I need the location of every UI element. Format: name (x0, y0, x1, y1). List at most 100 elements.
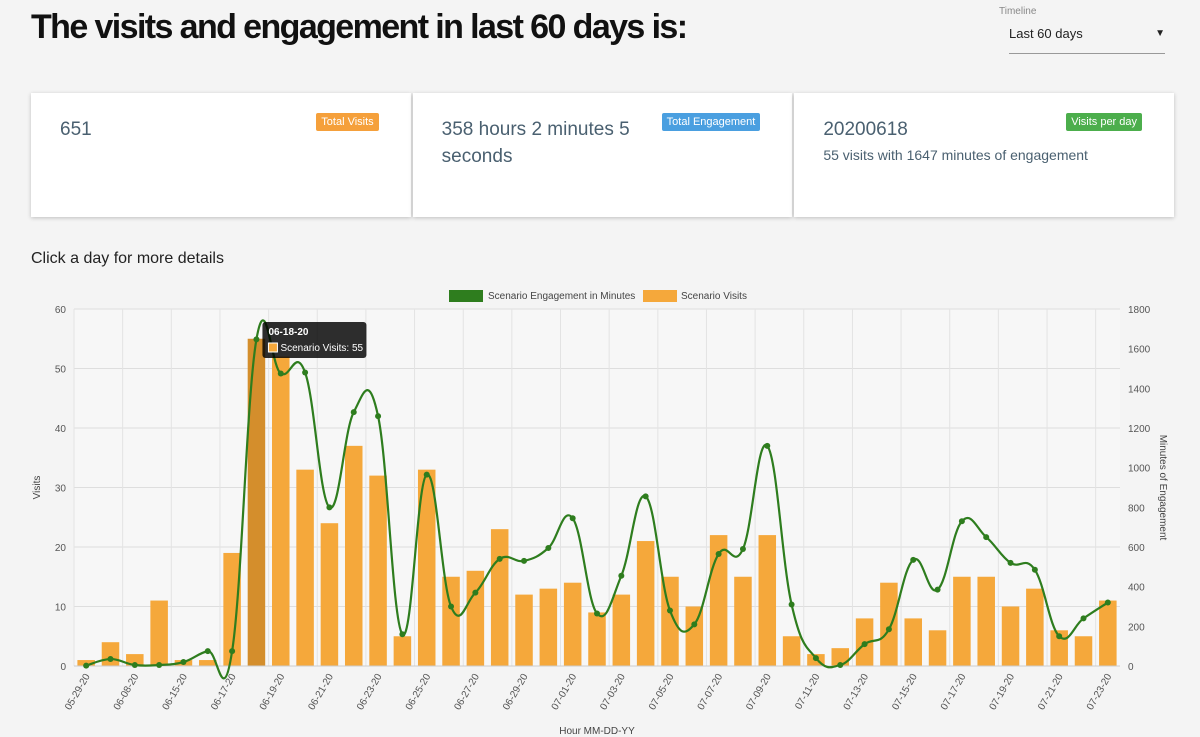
bar-visits[interactable] (758, 535, 777, 666)
y2-tick-label: 1200 (1128, 424, 1151, 435)
bar-visits[interactable] (612, 594, 631, 666)
engagement-point[interactable] (885, 626, 892, 633)
engagement-point[interactable] (302, 369, 309, 376)
engagement-point[interactable] (448, 603, 455, 610)
engagement-point[interactable] (1007, 559, 1014, 566)
bar-visits[interactable] (1026, 588, 1044, 666)
bar-visits[interactable] (685, 606, 704, 667)
bar-visits[interactable] (953, 576, 971, 666)
bar-visits[interactable] (344, 445, 363, 666)
timeline-select[interactable]: Timeline Last 60 days ▼ (999, 6, 1165, 54)
y-tick-label: 60 (55, 305, 67, 316)
bar-visits[interactable] (272, 356, 290, 666)
tooltip-title: 06-18-20 (268, 327, 308, 338)
engagement-point[interactable] (326, 504, 333, 511)
x-tick-label: 07-13-20 (842, 672, 872, 713)
x-tick-label: 07-05-20 (647, 672, 677, 713)
engagement-point[interactable] (1056, 633, 1063, 640)
engagement-point[interactable] (472, 589, 479, 596)
bar-visits[interactable] (636, 541, 655, 666)
engagement-point[interactable] (983, 534, 990, 541)
engagement-point[interactable] (910, 556, 917, 563)
bar-visits[interactable] (1099, 600, 1117, 666)
engagement-point[interactable] (569, 515, 576, 522)
bar-visits[interactable] (1074, 636, 1093, 666)
bar-visits[interactable] (709, 535, 728, 666)
engagement-point[interactable] (594, 610, 600, 617)
engagement-point[interactable] (277, 370, 284, 377)
bar-visits[interactable] (904, 618, 922, 666)
engagement-point[interactable] (739, 545, 746, 552)
engagement-point[interactable] (642, 493, 649, 500)
y2-tick-label: 200 (1128, 622, 1145, 633)
y2-axis-title: Minutes of Engagement (1157, 435, 1168, 541)
engagement-point[interactable] (618, 572, 625, 579)
x-tick-label: 07-07-20 (696, 672, 726, 713)
engagement-point[interactable] (934, 586, 941, 593)
engagement-point[interactable] (764, 442, 771, 449)
bar-visits[interactable] (150, 600, 168, 666)
bar-visits[interactable] (101, 642, 120, 666)
bar-visits[interactable] (320, 523, 339, 666)
engagement-point[interactable] (83, 662, 90, 669)
x-tick-label: 06-23-20 (355, 672, 385, 713)
engagement-point[interactable] (1104, 599, 1111, 606)
bar-visits[interactable] (247, 338, 266, 666)
engagement-point[interactable] (812, 655, 819, 662)
engagement-point[interactable] (496, 555, 503, 562)
bar-visits[interactable] (223, 552, 241, 666)
legend-swatch-visits (643, 290, 677, 302)
bar-visits[interactable] (296, 469, 314, 666)
engagement-point[interactable] (521, 557, 528, 564)
engagement-point[interactable] (958, 518, 965, 525)
engagement-point[interactable] (204, 648, 211, 655)
engagement-point[interactable] (253, 336, 260, 343)
engagement-point[interactable] (180, 659, 187, 666)
engagement-point[interactable] (131, 662, 138, 669)
engagement-point[interactable] (545, 544, 552, 551)
bar-visits[interactable] (417, 469, 436, 666)
bar-visits[interactable] (928, 630, 947, 666)
engagement-point[interactable] (691, 621, 698, 628)
bar-visits[interactable] (563, 582, 582, 666)
bar-visits[interactable] (977, 576, 995, 666)
engagement-point[interactable] (423, 471, 430, 478)
engagement-point[interactable] (156, 662, 163, 669)
legend-label-visits: Scenario Visits (681, 291, 747, 302)
bar-visits[interactable] (1001, 606, 1020, 667)
engagement-point[interactable] (861, 641, 868, 648)
bar-visits[interactable] (831, 648, 850, 666)
bar-visits[interactable] (442, 576, 460, 666)
bar-visits[interactable] (466, 570, 485, 666)
bar-visits[interactable] (126, 654, 144, 666)
bar-visits[interactable] (490, 529, 509, 666)
engagement-point[interactable] (715, 550, 722, 557)
bar-visits[interactable] (199, 660, 217, 666)
engagement-point[interactable] (229, 648, 236, 655)
engagement-point[interactable] (666, 607, 673, 614)
x-tick-label: 07-17-20 (939, 672, 969, 713)
bar-visits[interactable] (588, 612, 606, 666)
bar-visits[interactable] (734, 576, 752, 666)
engagement-point[interactable] (1031, 566, 1038, 573)
bar-visits[interactable] (782, 636, 801, 666)
engagement-point[interactable] (107, 656, 114, 663)
engagement-point[interactable] (788, 601, 795, 608)
visits-engagement-chart[interactable]: 0102030405060020040060080010001200140016… (0, 280, 1200, 737)
bar-visits[interactable] (661, 576, 679, 666)
bar-visits[interactable] (393, 636, 412, 666)
engagement-point[interactable] (350, 409, 357, 416)
bar-visits[interactable] (539, 588, 558, 666)
engagement-point[interactable] (837, 662, 844, 669)
y-tick-label: 40 (55, 424, 67, 435)
engagement-point[interactable] (399, 631, 406, 638)
bar-visits[interactable] (515, 594, 533, 666)
tooltip-text: Scenario Visits: 55 (280, 343, 363, 354)
engagement-point[interactable] (1080, 615, 1087, 622)
bar-visits[interactable] (369, 475, 387, 666)
timeline-dropdown[interactable]: Last 60 days ▼ (1009, 26, 1165, 54)
engagement-point[interactable] (375, 413, 382, 420)
x-tick-label: 07-11-20 (793, 672, 822, 712)
y2-tick-label: 800 (1128, 503, 1145, 514)
bar-visits[interactable] (880, 582, 898, 666)
